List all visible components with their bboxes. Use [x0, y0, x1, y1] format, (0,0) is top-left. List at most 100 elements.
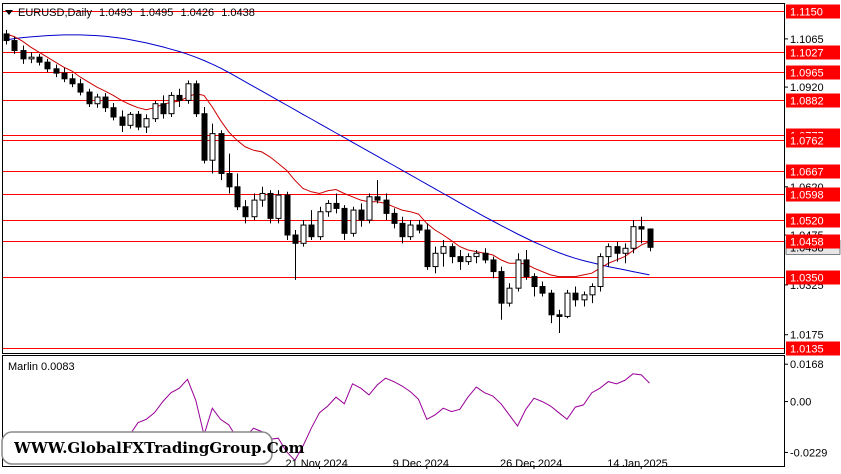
candle[interactable]	[539, 281, 546, 297]
candle[interactable]	[69, 73, 76, 88]
candle[interactable]	[556, 309, 563, 334]
candle[interactable]	[572, 286, 579, 307]
candle-body-down	[201, 113, 208, 161]
candle[interactable]	[53, 64, 60, 78]
candle[interactable]	[135, 111, 142, 131]
candle[interactable]	[317, 206, 324, 240]
candle[interactable]	[506, 283, 513, 307]
candle[interactable]	[325, 200, 332, 217]
candle[interactable]	[531, 273, 538, 297]
candle[interactable]	[28, 52, 35, 64]
candle[interactable]	[589, 283, 596, 304]
candle[interactable]	[300, 220, 307, 247]
candle[interactable]	[119, 110, 126, 132]
candle[interactable]	[86, 88, 93, 108]
candle[interactable]	[284, 191, 291, 240]
candle[interactable]	[292, 230, 299, 280]
candle[interactable]	[127, 112, 134, 129]
candle[interactable]	[630, 220, 637, 254]
candle[interactable]	[416, 220, 423, 234]
symbol-dropdown-icon[interactable]	[5, 10, 13, 15]
candle[interactable]	[275, 190, 282, 224]
candle[interactable]	[20, 45, 27, 64]
level-label: 1.1027	[786, 45, 840, 60]
candle[interactable]	[614, 241, 621, 262]
candle[interactable]	[193, 80, 200, 118]
candle[interactable]	[152, 101, 159, 122]
candle-body-down	[531, 276, 538, 288]
candle[interactable]	[185, 80, 192, 104]
candle[interactable]	[523, 249, 530, 280]
candle[interactable]	[218, 130, 225, 181]
candle[interactable]	[440, 239, 447, 267]
candle[interactable]	[366, 193, 373, 224]
candle[interactable]	[143, 114, 150, 133]
candle[interactable]	[581, 291, 588, 307]
ma-blue-line	[5, 34, 650, 276]
candle[interactable]	[44, 58, 51, 73]
candle[interactable]	[251, 193, 258, 221]
candle[interactable]	[482, 248, 489, 264]
candle[interactable]	[160, 95, 167, 119]
candle-body-down	[160, 103, 167, 115]
candle-body-down	[61, 72, 68, 80]
candle[interactable]	[176, 88, 183, 108]
candle[interactable]	[201, 107, 208, 164]
level-label-bg	[786, 164, 840, 179]
candle[interactable]	[457, 249, 464, 270]
candle[interactable]	[449, 243, 456, 264]
candle[interactable]	[267, 190, 274, 224]
level-label: 1.0667	[786, 164, 840, 179]
candle[interactable]	[407, 220, 414, 240]
candle[interactable]	[259, 186, 266, 207]
candle-body-down	[218, 133, 225, 175]
candle[interactable]	[226, 153, 233, 194]
candle[interactable]	[622, 243, 629, 264]
candle[interactable]	[490, 256, 497, 279]
candle[interactable]	[498, 266, 505, 320]
candle[interactable]	[102, 93, 109, 113]
level-label-text: 1.0667	[790, 167, 824, 179]
candle[interactable]	[647, 228, 654, 252]
candle[interactable]	[94, 93, 101, 108]
candlesticks	[3, 29, 654, 334]
candle[interactable]	[391, 208, 398, 229]
candle[interactable]	[333, 193, 340, 214]
candle[interactable]	[473, 249, 480, 264]
candle[interactable]	[432, 246, 439, 274]
candle[interactable]	[168, 92, 175, 118]
candle[interactable]	[564, 289, 571, 319]
candle[interactable]	[36, 53, 43, 66]
level-label-text: 1.0135	[790, 344, 824, 356]
candle[interactable]	[424, 223, 431, 270]
candle-body-up	[605, 246, 612, 258]
candle[interactable]	[515, 253, 522, 292]
candle[interactable]	[399, 216, 406, 244]
candle-body-up	[440, 246, 447, 254]
candle[interactable]	[209, 123, 216, 174]
candle[interactable]	[308, 210, 315, 240]
candle[interactable]	[350, 206, 357, 237]
candle[interactable]	[242, 200, 249, 224]
candle-body-down	[242, 206, 249, 218]
candle[interactable]	[374, 180, 381, 204]
candle[interactable]	[110, 103, 117, 121]
candle[interactable]	[358, 203, 365, 227]
candle[interactable]	[597, 253, 604, 292]
candle-body-down	[416, 224, 423, 231]
candle[interactable]	[61, 67, 68, 83]
candle[interactable]	[638, 216, 645, 244]
date-tick-label: 14 Jan 2025	[607, 458, 668, 470]
candle[interactable]	[3, 29, 10, 45]
candle-body-down	[548, 292, 555, 316]
candle[interactable]	[605, 243, 612, 267]
candle[interactable]	[383, 193, 390, 221]
candle[interactable]	[465, 253, 472, 265]
candle-body-up	[589, 286, 596, 296]
candle[interactable]	[11, 36, 18, 54]
candle[interactable]	[77, 78, 84, 96]
candle[interactable]	[548, 289, 555, 324]
candle[interactable]	[341, 205, 348, 240]
candle[interactable]	[234, 173, 241, 211]
